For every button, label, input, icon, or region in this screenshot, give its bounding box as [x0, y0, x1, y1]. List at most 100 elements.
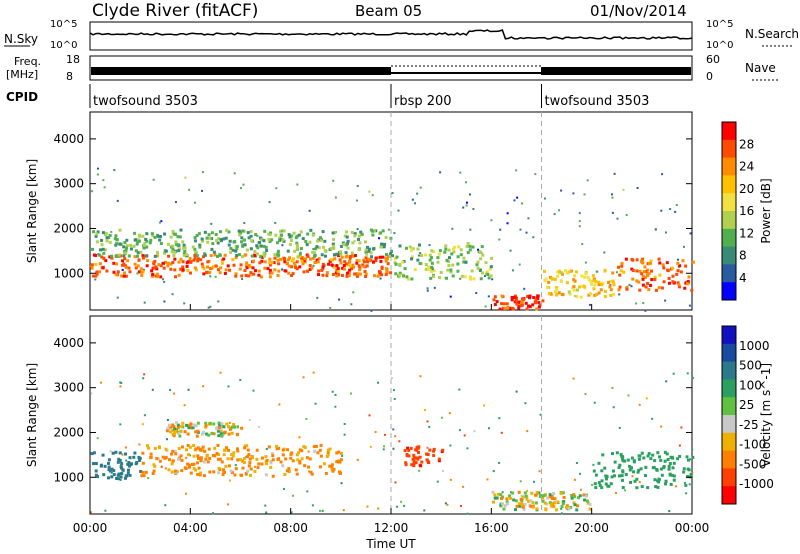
range-gate-cell: [215, 238, 219, 242]
range-gate-cell: [141, 470, 145, 474]
range-gate-cell: [213, 253, 217, 257]
range-gate-cell: [543, 501, 547, 505]
range-gate-cell: [219, 238, 223, 242]
colorbar-swatch: [722, 139, 736, 159]
range-gate-cell: [670, 473, 674, 477]
range-gate-cell: [176, 426, 180, 430]
range-gate-cell: [624, 473, 628, 477]
range-gate-cell: [398, 262, 402, 266]
range-gate-cell: [553, 277, 557, 281]
range-gate-cell: [194, 268, 198, 272]
range-gate-cell: [250, 456, 254, 460]
scatter-cell: [96, 167, 99, 170]
range-gate-cell: [662, 266, 666, 270]
range-gate-cell: [450, 252, 454, 256]
scatter-cell: [343, 433, 346, 436]
range-gate-cell: [124, 265, 128, 269]
range-gate-cell: [176, 235, 180, 239]
range-gate-cell: [295, 267, 299, 271]
range-gate-cell: [671, 280, 675, 284]
range-gate-cell: [120, 274, 124, 278]
scatter-cell: [314, 402, 317, 405]
range-gate-cell: [322, 245, 326, 249]
scatter-cell: [390, 377, 393, 380]
scatter-cell: [680, 426, 683, 429]
scatter-cell: [518, 263, 521, 266]
range-gate-cell: [144, 237, 148, 241]
range-gate-cell: [447, 248, 451, 252]
range-gate-cell: [331, 231, 335, 235]
range-gate-cell: [538, 303, 542, 307]
range-gate-cell: [101, 453, 105, 457]
range-gate-cell: [371, 247, 375, 251]
range-gate-cell: [398, 244, 402, 248]
scatter-cell: [383, 445, 386, 448]
range-gate-cell: [193, 239, 197, 243]
colorbar-swatch: [722, 211, 736, 230]
scatter-cell: [377, 381, 380, 384]
scatter-cell: [498, 417, 501, 420]
range-gate-cell: [452, 250, 456, 254]
range-gate-cell: [288, 235, 292, 239]
range-gate-cell: [126, 468, 130, 472]
range-gate-cell: [278, 239, 282, 243]
scatter-cell: [499, 228, 502, 231]
range-gate-cell: [514, 499, 518, 503]
range-gate-cell: [183, 249, 187, 253]
scatter-cell: [458, 388, 461, 391]
range-gate-cell: [208, 456, 212, 460]
range-gate-cell: [268, 271, 272, 275]
range-gate-cell: [438, 276, 441, 280]
scatter-cell: [465, 204, 468, 207]
range-gate-cell: [411, 247, 415, 251]
range-gate-cell: [171, 423, 175, 427]
range-gate-cell: [156, 457, 160, 461]
range-gate-cell: [220, 460, 224, 464]
range-gate-cell: [676, 457, 680, 461]
range-gate-cell: [91, 274, 95, 278]
range-gate-cell: [243, 446, 247, 450]
range-gate-cell: [225, 422, 229, 426]
range-gate-cell: [150, 269, 154, 273]
range-gate-cell: [411, 457, 415, 461]
range-gate-cell: [649, 283, 653, 287]
range-gate-cell: [573, 274, 577, 278]
scatter-cell: [490, 219, 493, 222]
range-gate-cell: [102, 473, 106, 477]
range-gate-cell: [171, 428, 175, 432]
range-gate-cell: [120, 472, 124, 476]
scatter-cell: [498, 238, 501, 241]
range-gate-cell: [163, 456, 167, 460]
range-gate-cell: [94, 462, 98, 466]
scatter-cell: [143, 414, 146, 417]
range-gate-cell: [247, 236, 251, 240]
range-gate-cell: [188, 271, 192, 275]
range-gate-cell: [346, 239, 350, 243]
range-gate-cell: [152, 266, 156, 270]
scatter-cell: [675, 485, 678, 488]
range-gate-cell: [236, 449, 240, 453]
range-gate-cell: [560, 272, 564, 276]
range-gate-cell: [159, 241, 163, 245]
range-gate-cell: [338, 250, 342, 254]
range-gate-cell: [257, 273, 261, 277]
range-gate-cell: [518, 504, 522, 508]
range-gate-cell: [328, 464, 332, 468]
range-gate-cell: [659, 467, 663, 471]
range-gate-cell: [505, 500, 509, 504]
range-gate-cell: [343, 260, 347, 264]
range-gate-cell: [154, 265, 158, 269]
range-gate-cell: [185, 448, 189, 452]
range-gate-cell: [367, 249, 371, 253]
range-gate-cell: [281, 448, 285, 452]
range-gate-cell: [271, 452, 275, 456]
range-gate-cell: [337, 254, 341, 258]
colorbar-swatch: [722, 175, 736, 194]
scatter-cell: [121, 268, 124, 271]
range-gate-cell: [286, 258, 290, 262]
colorbar-swatch: [722, 157, 736, 176]
range-gate-cell: [687, 468, 691, 472]
range-gate-cell: [125, 238, 129, 242]
range-gate-cell: [174, 471, 178, 475]
scatter-cell: [473, 430, 476, 433]
